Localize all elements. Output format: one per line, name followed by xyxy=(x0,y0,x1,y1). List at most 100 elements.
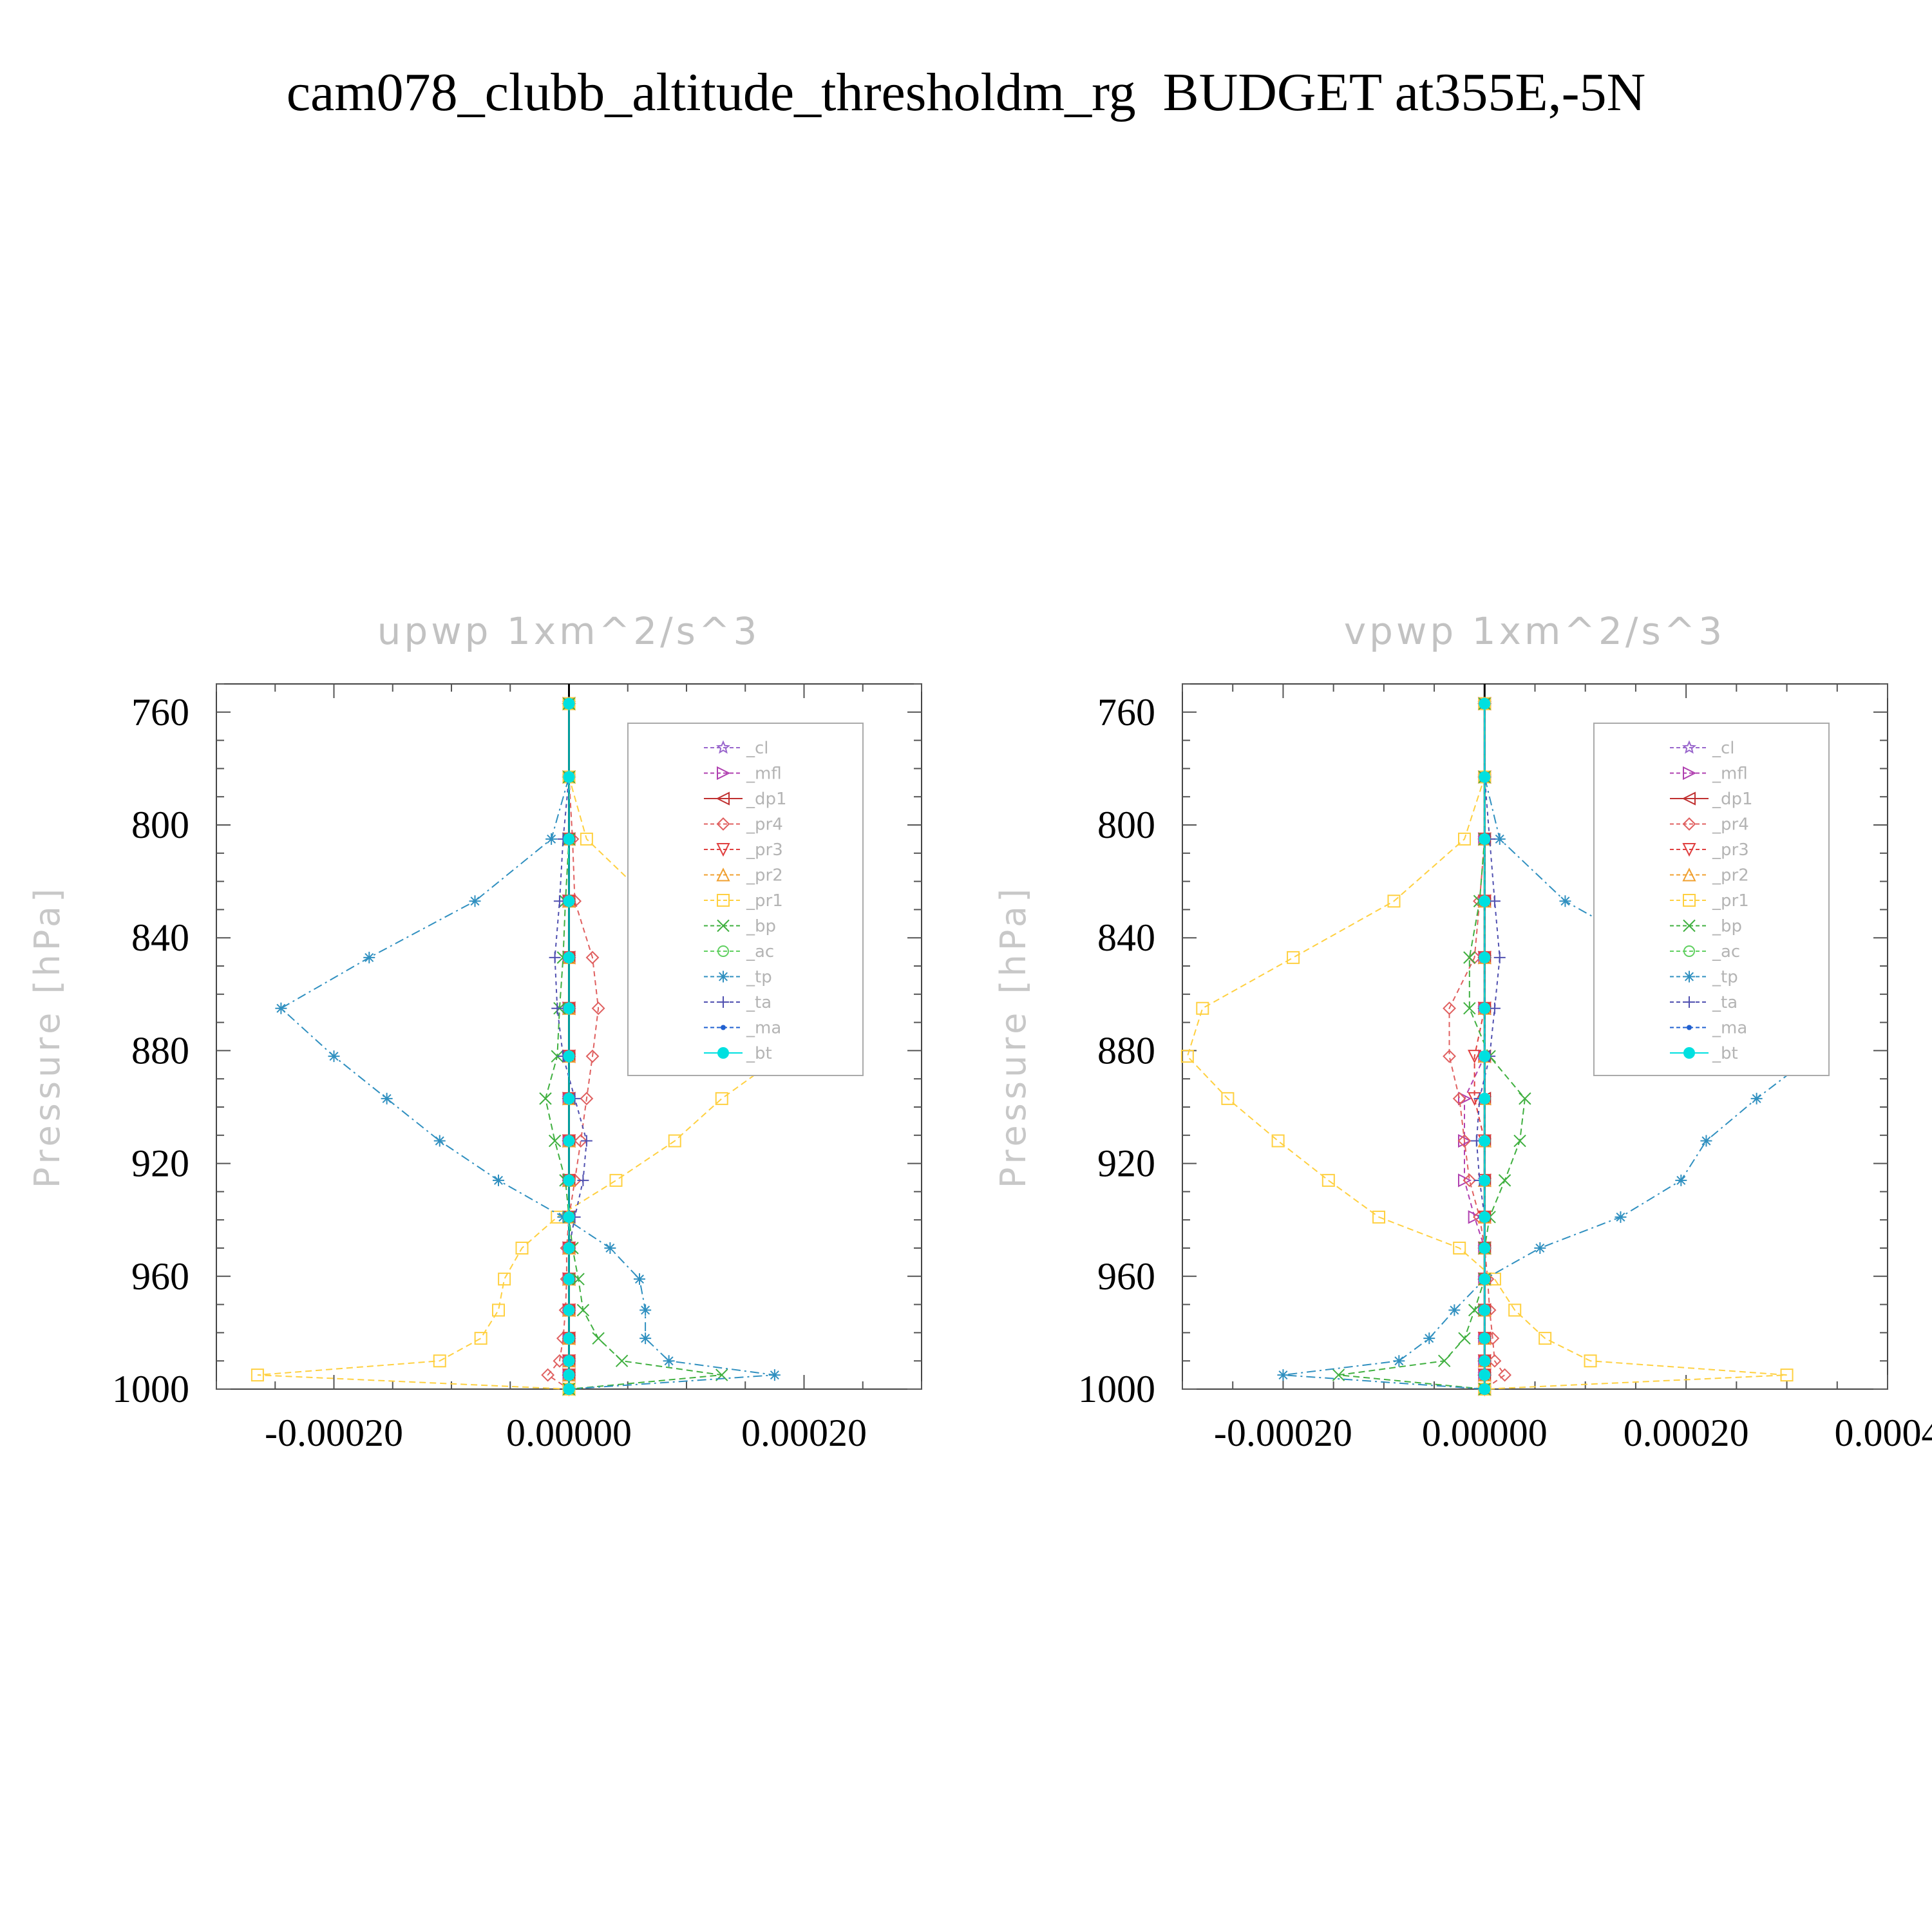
legend-marker xyxy=(1682,867,1696,882)
data-point xyxy=(1271,1134,1285,1148)
data-point xyxy=(1277,1369,1289,1381)
legend-marker xyxy=(1683,919,1696,933)
legend-label: _ac xyxy=(1712,942,1740,961)
y-tick-label: 1000 xyxy=(1078,1368,1155,1410)
y-tick-label: 920 xyxy=(131,1142,189,1185)
data-point xyxy=(577,1174,589,1186)
data-point xyxy=(549,951,561,963)
legend: _cl _mfl _dp1 _pr4 _pr3 _pr2 _pr1 _bp _ac _tp _ta _… xyxy=(1593,723,1830,1076)
series-line xyxy=(1338,703,1526,1390)
legend-label: _bp xyxy=(746,917,776,936)
data-point xyxy=(1453,1242,1466,1255)
data-point xyxy=(563,1135,575,1147)
data-point xyxy=(492,1303,505,1317)
legend-label: _ma xyxy=(746,1019,781,1038)
legend-label: _ma xyxy=(1712,1019,1747,1038)
data-point xyxy=(604,1242,616,1254)
data-point xyxy=(563,1369,575,1381)
y-tick-label: 840 xyxy=(1097,916,1155,959)
data-point xyxy=(1488,1354,1502,1368)
legend-label: _bp xyxy=(1712,917,1742,936)
data-point xyxy=(572,1273,585,1285)
data-point xyxy=(668,1134,681,1148)
series-line xyxy=(1464,703,1486,1389)
legend-marker xyxy=(1681,740,1697,754)
data-point xyxy=(1196,1001,1209,1015)
data-point xyxy=(1221,1092,1235,1105)
y-tick-label: 920 xyxy=(1097,1142,1155,1185)
legend-label: _cl xyxy=(1712,739,1735,758)
data-point xyxy=(563,1383,575,1395)
data-point xyxy=(574,1134,588,1148)
data-point xyxy=(563,1273,575,1285)
legend-marker xyxy=(717,945,729,957)
series-bt xyxy=(1479,697,1491,1395)
data-point xyxy=(563,1092,575,1104)
data-point xyxy=(1488,1002,1501,1014)
y-tick-label: 960 xyxy=(131,1255,189,1298)
series-pr1 xyxy=(1180,697,1794,1396)
data-point xyxy=(1443,1001,1456,1016)
y-tick-label: 760 xyxy=(131,691,189,734)
data-point xyxy=(1498,1174,1511,1187)
data-point xyxy=(515,1242,529,1255)
legend-marker xyxy=(1683,971,1695,983)
data-point xyxy=(1534,1242,1546,1254)
data-point xyxy=(251,1368,264,1382)
legend-label: _bt xyxy=(1712,1044,1738,1063)
x-tick-label: 0.00000 xyxy=(1422,1412,1548,1454)
data-point xyxy=(563,1002,575,1014)
x-tick-label: 0.00000 xyxy=(506,1412,632,1454)
legend-marker xyxy=(1683,1047,1695,1059)
legend-marker xyxy=(717,894,730,907)
data-point xyxy=(634,1273,645,1285)
data-point xyxy=(609,1173,623,1187)
legend-marker xyxy=(721,1025,726,1030)
data-point xyxy=(1393,1355,1405,1367)
legend-label: _tp xyxy=(1712,968,1738,987)
data-point xyxy=(663,1355,675,1367)
legend-marker xyxy=(1681,791,1696,806)
data-point xyxy=(551,1002,564,1014)
y-tick-label: 960 xyxy=(1097,1255,1155,1298)
series-line xyxy=(257,703,817,1390)
legend-marker xyxy=(717,766,731,781)
legend-marker xyxy=(716,817,730,831)
x-tick-label: -0.00020 xyxy=(265,1412,403,1454)
legend: _cl _mfl _dp1 _pr4 _pr3 _pr2 _pr1 _bp _ac _tp _ta _… xyxy=(627,723,864,1076)
series-line xyxy=(1475,703,1501,1389)
data-point xyxy=(553,1354,567,1368)
data-point xyxy=(580,832,593,846)
legend-marker xyxy=(715,740,731,754)
data-point xyxy=(563,1304,575,1316)
data-point xyxy=(585,951,600,965)
y-axis-label: Pressure [hPa] xyxy=(993,885,1034,1188)
y-tick-label: 760 xyxy=(1097,691,1155,734)
y-tick-label: 800 xyxy=(1097,804,1155,846)
data-point xyxy=(715,1092,728,1105)
legend-marker xyxy=(1683,945,1695,957)
legend-marker xyxy=(717,1047,729,1059)
data-point xyxy=(1458,1332,1471,1345)
data-point xyxy=(1468,1210,1482,1224)
legend-marker xyxy=(716,843,730,857)
data-point xyxy=(563,1174,575,1186)
series-line xyxy=(547,703,600,1390)
data-point xyxy=(1479,1242,1491,1254)
data-point xyxy=(1458,832,1471,846)
data-point xyxy=(1559,895,1571,907)
data-point xyxy=(1584,1354,1597,1368)
x-tick-label: 0.00020 xyxy=(1624,1412,1749,1454)
data-point xyxy=(580,1092,594,1106)
data-point xyxy=(328,1050,340,1063)
data-point xyxy=(474,1332,488,1345)
data-point xyxy=(1493,951,1506,963)
y-axis-label: Pressure [hPa] xyxy=(27,885,68,1188)
data-point xyxy=(563,1211,575,1223)
data-point xyxy=(1287,951,1300,964)
data-point xyxy=(433,1135,446,1147)
x-tick-label: 0.00020 xyxy=(741,1412,867,1454)
data-point xyxy=(1463,1001,1476,1015)
data-point xyxy=(557,1211,569,1223)
data-point xyxy=(1479,1002,1491,1014)
